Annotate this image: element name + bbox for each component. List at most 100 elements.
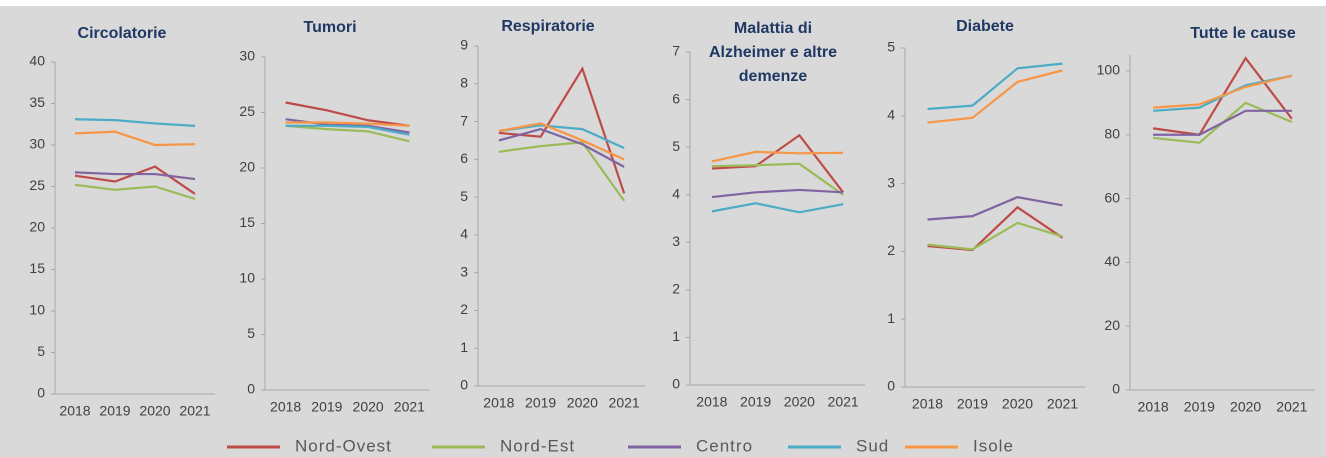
series-line <box>74 118 196 128</box>
y-tick-label: 5 <box>37 343 45 359</box>
x-tick-label: 2019 <box>311 399 342 415</box>
legend-label: Nord-Ovest <box>295 436 392 455</box>
y-tick-label: 3 <box>672 233 680 249</box>
series-line <box>74 171 196 181</box>
y-tick-label: 4 <box>672 185 680 201</box>
x-tick-label: 2021 <box>828 394 859 410</box>
y-tick-label: 25 <box>239 103 255 119</box>
y-tick-label: 5 <box>247 325 255 341</box>
series-line <box>498 122 625 161</box>
y-tick-label: 3 <box>887 174 895 190</box>
x-tick-label: 2021 <box>609 395 640 411</box>
series-line <box>927 62 1063 111</box>
y-tick-label: 60 <box>1104 189 1120 205</box>
y-tick-label: 5 <box>672 138 680 154</box>
x-tick-label: 2020 <box>567 395 598 411</box>
x-tick-label: 2019 <box>740 394 771 410</box>
series-line <box>498 127 625 168</box>
x-tick-label: 2018 <box>1138 399 1169 415</box>
y-tick-label: 100 <box>1097 62 1121 78</box>
y-tick-label: 1 <box>887 310 895 326</box>
y-tick-label: 2 <box>460 301 468 317</box>
y-tick-label: 0 <box>1112 381 1120 397</box>
series-line <box>74 130 196 147</box>
x-tick-label: 2021 <box>1047 396 1078 412</box>
x-tick-label: 2021 <box>394 399 425 415</box>
series-line <box>711 162 844 196</box>
x-tick-label: 2021 <box>179 403 210 419</box>
series-line <box>927 196 1063 221</box>
series-line <box>927 221 1063 251</box>
y-tick-label: 5 <box>460 188 468 204</box>
x-tick-label: 2020 <box>784 394 815 410</box>
series-line <box>1153 109 1292 136</box>
series-line <box>285 121 410 127</box>
legend-label: Nord-Est <box>500 436 575 455</box>
chart-title: Malattia di Alzheimer e altre demenze <box>708 20 838 85</box>
series-line <box>1153 74 1293 109</box>
chart-title: Tumori <box>303 19 357 36</box>
x-tick-label: 2020 <box>1002 396 1033 412</box>
x-tick-label: 2019 <box>525 395 556 411</box>
y-tick-label: 6 <box>460 150 468 166</box>
series-line <box>285 124 410 143</box>
y-tick-label: 7 <box>672 43 680 59</box>
y-tick-label: 15 <box>239 214 255 230</box>
y-tick-label: 5 <box>887 39 895 55</box>
y-tick-label: 9 <box>460 37 468 53</box>
y-tick-label: 40 <box>1104 253 1120 269</box>
x-tick-label: 2018 <box>696 394 727 410</box>
chart-title: Respiratorie <box>501 18 595 35</box>
legend-label: Centro <box>696 436 753 455</box>
y-tick-label: 4 <box>887 107 895 123</box>
y-tick-label: 80 <box>1104 125 1120 141</box>
y-tick-label: 30 <box>29 136 45 152</box>
y-tick-label: 2 <box>672 281 680 297</box>
x-tick-label: 2020 <box>139 403 170 419</box>
y-tick-label: 8 <box>460 74 468 90</box>
x-tick-label: 2019 <box>99 403 130 419</box>
x-tick-label: 2019 <box>1184 399 1215 415</box>
x-tick-label: 2019 <box>957 396 988 412</box>
series-line <box>285 124 410 136</box>
series-line <box>74 165 196 195</box>
series-line <box>927 69 1063 124</box>
series-line <box>927 205 1064 252</box>
x-tick-label: 2021 <box>1276 399 1307 415</box>
y-tick-label: 0 <box>37 385 45 401</box>
series-line <box>498 141 626 202</box>
legend-label: Sud <box>856 436 889 455</box>
x-tick-label: 2018 <box>483 395 514 411</box>
y-tick-label: 2 <box>887 242 895 258</box>
x-tick-label: 2018 <box>59 403 90 419</box>
y-tick-label: 35 <box>29 94 45 110</box>
y-tick-label: 40 <box>29 53 45 69</box>
y-tick-label: 30 <box>239 48 255 64</box>
y-tick-label: 3 <box>460 263 468 279</box>
chart-title: Diabete <box>956 18 1014 35</box>
y-tick-label: 1 <box>672 328 680 344</box>
chart-title: Circolatorie <box>77 25 167 42</box>
y-tick-label: 20 <box>239 159 255 175</box>
x-tick-label: 2020 <box>353 399 384 415</box>
series-line <box>711 188 844 199</box>
y-tick-label: 10 <box>29 302 45 318</box>
y-tick-label: 0 <box>460 377 468 393</box>
series-line <box>711 150 844 163</box>
y-tick-label: 20 <box>1104 317 1120 333</box>
y-tick-label: 25 <box>29 177 45 193</box>
chart-title: Tutte le cause <box>1190 25 1296 42</box>
x-tick-label: 2018 <box>270 399 301 415</box>
series-line <box>711 133 844 194</box>
y-tick-label: 20 <box>29 219 45 235</box>
y-tick-label: 6 <box>672 90 680 106</box>
y-tick-label: 10 <box>239 270 255 286</box>
y-tick-label: 1 <box>460 339 468 355</box>
series-line <box>285 101 410 127</box>
series-line <box>74 183 196 201</box>
y-tick-label: 0 <box>887 378 895 394</box>
y-tick-label: 0 <box>672 376 680 392</box>
y-tick-label: 0 <box>247 381 255 397</box>
